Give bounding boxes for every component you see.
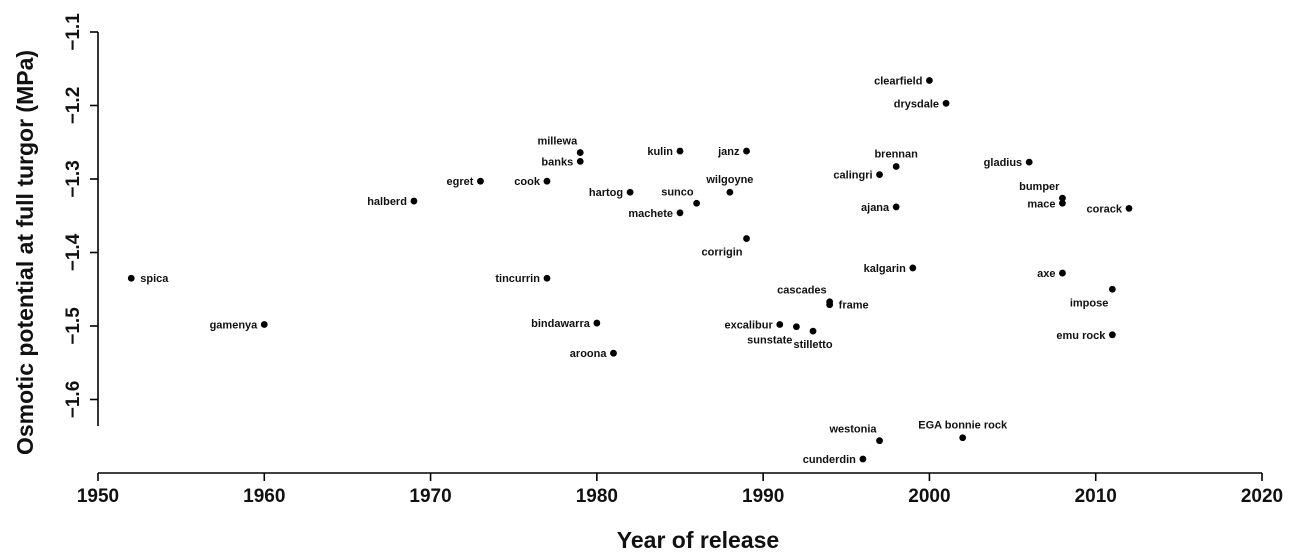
data-point <box>260 321 268 328</box>
data-point <box>1059 194 1066 202</box>
data-point-label: banks <box>541 156 573 168</box>
data-point <box>959 434 967 442</box>
x-tick-label: 1960 <box>243 486 285 507</box>
data-point-label: halberd <box>367 196 407 208</box>
x-tick-label: 1990 <box>742 486 784 507</box>
data-point <box>892 163 900 170</box>
data-point-label: corack <box>1086 203 1122 215</box>
data-point <box>1059 269 1066 277</box>
x-axis-ticks: 1950 1960 1970 1980 1990 2000 2010 2020 <box>77 473 1283 507</box>
y-axis-ticks: −1.1 −1.2 −1.3 −1.4 −1.5 −1.6 <box>63 13 98 418</box>
x-tick-label: 1970 <box>409 486 451 507</box>
data-point <box>809 327 817 335</box>
y-tick-label: −1.5 <box>63 307 84 345</box>
data-point-label: aroona <box>570 348 608 360</box>
data-point <box>743 235 750 242</box>
x-tick-label: 2000 <box>908 486 950 507</box>
data-point-label: machete <box>628 208 673 220</box>
data-point <box>1108 331 1116 339</box>
data-point-label: excalibur <box>724 320 773 332</box>
data-points <box>127 77 1133 463</box>
data-point-label: wilgoyne <box>705 174 753 186</box>
data-point <box>909 264 917 272</box>
data-point-label: stilletto <box>793 339 832 351</box>
data-point <box>743 147 750 155</box>
data-point <box>1125 205 1133 212</box>
data-point <box>1025 158 1033 166</box>
data-point <box>1059 199 1066 207</box>
data-point-label: calingri <box>833 170 872 182</box>
data-point <box>892 203 900 211</box>
data-point-label: hartog <box>589 187 623 199</box>
data-point <box>693 199 701 207</box>
data-point-label: sunstate <box>747 335 792 347</box>
data-point-label: tincurrin <box>495 273 540 285</box>
data-point-label: mace <box>1027 198 1055 210</box>
data-point-label: bindawarra <box>531 318 591 330</box>
data-point <box>626 188 634 196</box>
data-point-label: clearfield <box>874 76 922 88</box>
y-tick-label: −1.2 <box>63 87 84 125</box>
data-point-label: axe <box>1037 268 1055 280</box>
data-point-label: impose <box>1070 297 1109 309</box>
data-point-label: EGA bonnie rock <box>918 420 1008 432</box>
axes <box>97 32 1262 474</box>
data-point <box>127 274 135 282</box>
data-point <box>576 149 584 156</box>
data-point-label: corrigin <box>702 247 743 259</box>
data-point-label: janz <box>717 146 740 158</box>
data-point <box>593 319 601 327</box>
y-tick-label: −1.6 <box>63 381 84 419</box>
data-point-label: bumper <box>1019 181 1060 193</box>
data-point-labels: spica gamenya halberd egret cook tincurrin mil… <box>140 76 1123 467</box>
data-point <box>576 157 584 165</box>
data-point-label: gladius <box>984 157 1023 169</box>
y-tick-label: −1.4 <box>63 233 84 271</box>
data-point-label: drysdale <box>894 98 939 110</box>
x-tick-label: 2020 <box>1241 486 1283 507</box>
x-axis-title: Year of release <box>617 527 779 553</box>
data-point <box>477 177 484 185</box>
data-point <box>926 77 933 84</box>
data-point <box>676 209 684 217</box>
data-point <box>942 99 950 107</box>
data-point-label: cook <box>514 176 541 188</box>
data-point-label: millewa <box>537 136 578 148</box>
data-point <box>410 197 418 205</box>
data-point <box>726 188 734 196</box>
y-axis-title: Osmotic potential at full turgor (MPa) <box>12 50 38 455</box>
data-point-label: cascades <box>777 285 827 297</box>
data-point <box>793 323 800 331</box>
data-point-label: spica <box>140 273 169 285</box>
data-point-label: egret <box>447 176 474 188</box>
y-tick-label: −1.1 <box>63 13 84 51</box>
data-point-label: kalgarin <box>864 263 906 275</box>
y-tick-label: −1.3 <box>63 160 84 198</box>
data-point <box>826 301 834 309</box>
data-point <box>543 274 551 282</box>
data-point <box>876 437 883 445</box>
data-point-label: frame <box>839 300 869 312</box>
data-point-label: ajana <box>861 202 890 214</box>
x-tick-label: 2010 <box>1075 486 1117 507</box>
data-point-label: sunco <box>661 186 694 198</box>
data-point-label: kulin <box>647 146 673 158</box>
data-point-label: gamenya <box>210 320 259 332</box>
data-point <box>610 349 617 357</box>
data-point-label: cunderdin <box>803 454 856 466</box>
data-point-label: brennan <box>874 149 918 161</box>
data-point <box>859 455 867 463</box>
data-point-label: westonia <box>828 424 877 436</box>
data-point <box>543 177 551 185</box>
data-point <box>876 171 883 178</box>
data-point <box>1108 285 1116 293</box>
x-tick-label: 1950 <box>77 486 119 507</box>
data-point <box>676 147 684 155</box>
x-tick-label: 1980 <box>576 486 618 507</box>
data-point-label: emu rock <box>1056 330 1106 342</box>
data-point <box>776 321 784 328</box>
